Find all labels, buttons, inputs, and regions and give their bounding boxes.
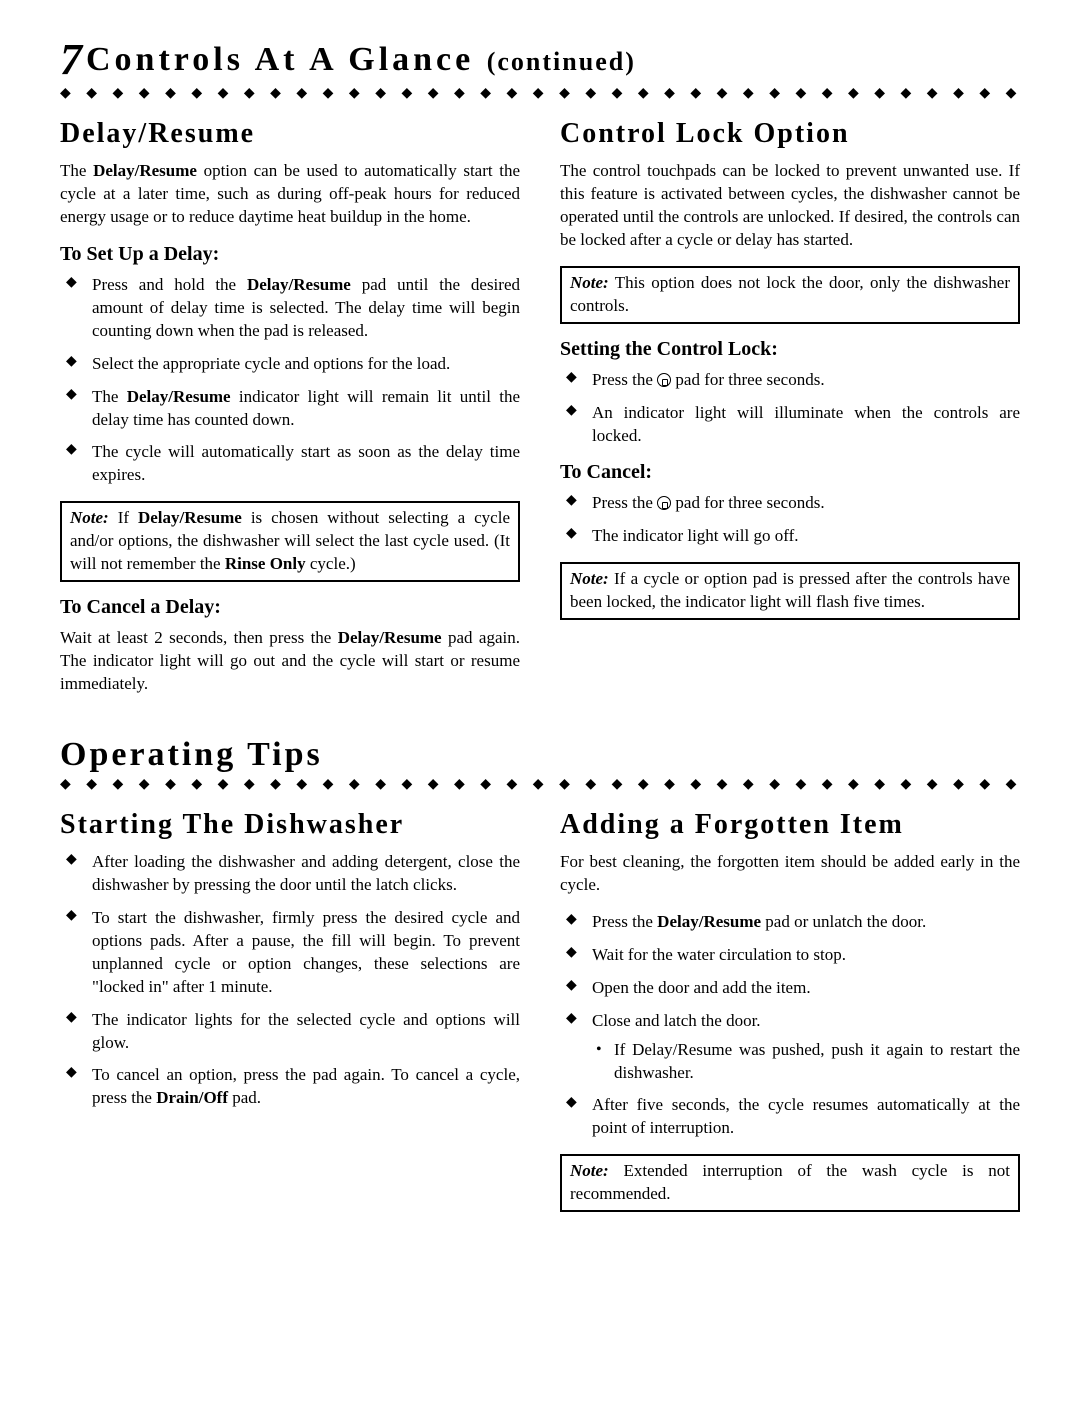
cancel-lock-heading: To Cancel: [560, 461, 1020, 484]
list-item: Press the Delay/Resume pad or unlatch th… [588, 911, 1020, 934]
control-lock-intro: The control touchpads can be locked to p… [560, 160, 1020, 252]
list-item: The Delay/Resume indicator light will re… [88, 386, 520, 432]
control-lock-section: Control Lock Option The control touchpad… [560, 118, 1020, 710]
lock-icon [657, 496, 671, 510]
starting-section: Starting The Dishwasher After loading th… [60, 809, 520, 1226]
adding-list: Press the Delay/Resume pad or unlatch th… [560, 911, 1020, 1141]
controls-columns: Delay/Resume The Delay/Resume option can… [60, 118, 1020, 710]
control-lock-heading: Control Lock Option [560, 118, 1020, 150]
control-lock-note2: Note: If a cycle or option pad is presse… [560, 562, 1020, 620]
lock-icon [657, 373, 671, 387]
list-item: Open the door and add the item. [588, 977, 1020, 1000]
list-item: To start the dishwasher, firmly press th… [88, 907, 520, 999]
list-item: An indicator light will illuminate when … [588, 402, 1020, 448]
title-paren: (continued) [487, 47, 636, 76]
diamond-divider: ◆ ◆ ◆ ◆ ◆ ◆ ◆ ◆ ◆ ◆ ◆ ◆ ◆ ◆ ◆ ◆ ◆ ◆ ◆ ◆ … [60, 776, 1020, 793]
list-item: After five seconds, the cycle resumes au… [588, 1094, 1020, 1140]
list-item: Select the appropriate cycle and options… [88, 353, 520, 376]
delay-resume-heading: Delay/Resume [60, 118, 520, 150]
delay-resume-section: Delay/Resume The Delay/Resume option can… [60, 118, 520, 710]
adding-intro: For best cleaning, the forgotten item sh… [560, 851, 1020, 897]
cancel-lock-list: Press the pad for three seconds. The ind… [560, 492, 1020, 548]
title-main: Controls At A Glance [86, 41, 474, 78]
control-lock-note1: Note: This option does not lock the door… [560, 266, 1020, 324]
list-item: After loading the dishwasher and adding … [88, 851, 520, 897]
list-item-text: Close and latch the door. [592, 1011, 761, 1030]
list-item: To cancel an option, press the pad again… [88, 1064, 520, 1110]
operating-tips-heading: Operating Tips [60, 736, 1020, 774]
list-item: If Delay/Resume was pushed, push it agai… [610, 1039, 1020, 1085]
adding-heading: Adding a Forgotten Item [560, 809, 1020, 841]
page-title: 7Controls At A Glance (continued) [60, 30, 1020, 81]
setting-lock-list: Press the pad for three seconds. An indi… [560, 369, 1020, 448]
list-item: The indicator lights for the selected cy… [88, 1009, 520, 1055]
list-item: Press and hold the Delay/Resume pad unti… [88, 274, 520, 343]
tips-columns: Starting The Dishwasher After loading th… [60, 809, 1020, 1226]
cancel-delay-heading: To Cancel a Delay: [60, 596, 520, 619]
setup-delay-list: Press and hold the Delay/Resume pad unti… [60, 274, 520, 488]
diamond-divider: ◆ ◆ ◆ ◆ ◆ ◆ ◆ ◆ ◆ ◆ ◆ ◆ ◆ ◆ ◆ ◆ ◆ ◆ ◆ ◆ … [60, 85, 1020, 102]
delay-note-box: Note: If Delay/Resume is chosen without … [60, 501, 520, 582]
cancel-delay-text: Wait at least 2 seconds, then press the … [60, 627, 520, 696]
adding-note-box: Note: Extended interruption of the wash … [560, 1154, 1020, 1212]
list-item: Close and latch the door. If Delay/Resum… [588, 1010, 1020, 1085]
starting-heading: Starting The Dishwasher [60, 809, 520, 841]
starting-list: After loading the dishwasher and adding … [60, 851, 520, 1110]
list-item: Press the pad for three seconds. [588, 492, 1020, 515]
adding-sublist: If Delay/Resume was pushed, push it agai… [592, 1039, 1020, 1085]
adding-section: Adding a Forgotten Item For best cleanin… [560, 809, 1020, 1226]
list-item: Wait for the water circulation to stop. [588, 944, 1020, 967]
list-item: Press the pad for three seconds. [588, 369, 1020, 392]
setup-delay-heading: To Set Up a Delay: [60, 243, 520, 266]
list-item: The indicator light will go off. [588, 525, 1020, 548]
seven-glyph: 7 [60, 34, 86, 85]
setting-lock-heading: Setting the Control Lock: [560, 338, 1020, 361]
list-item: The cycle will automatically start as so… [88, 441, 520, 487]
delay-resume-intro: The Delay/Resume option can be used to a… [60, 160, 520, 229]
